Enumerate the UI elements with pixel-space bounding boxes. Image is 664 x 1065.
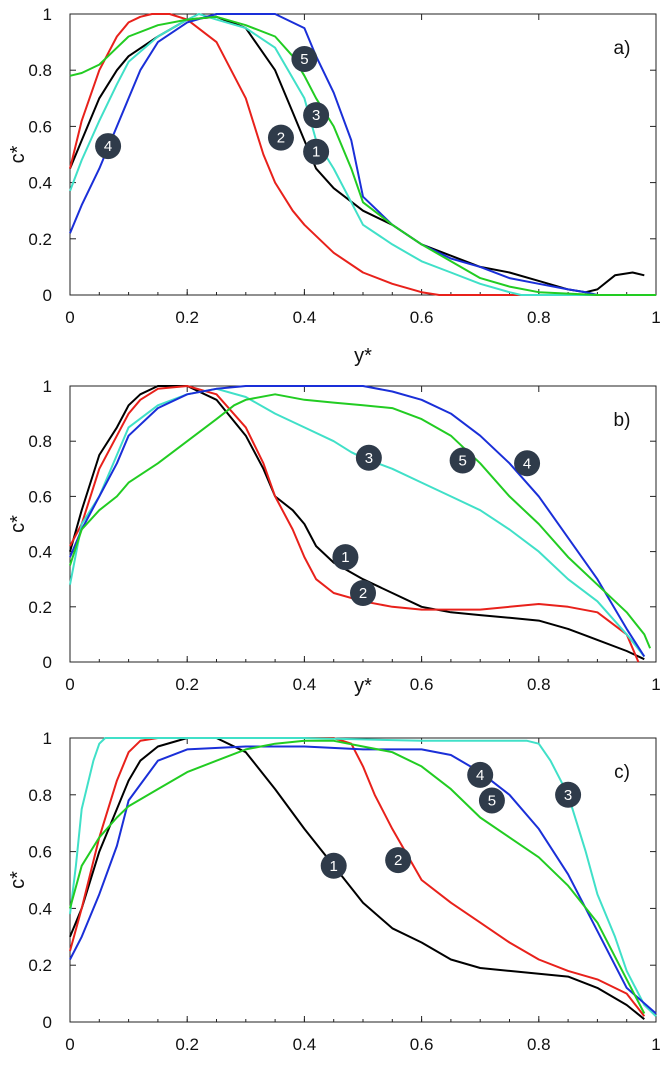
panel-b: 0 0.2 0.4 0.6 0.8 1 0 0.2 0.4 0.6 0.8 1 y* c* b) 1 2 3 4 5 — [7, 377, 661, 697]
x-tick-label: 1 — [651, 308, 660, 327]
series-line-3 — [69, 387, 646, 658]
y-axis-label: c* — [7, 145, 29, 163]
y-tick-label: 0.4 — [28, 543, 52, 562]
series-marker-label: 5 — [488, 792, 496, 809]
series-marker-label: 1 — [341, 549, 349, 566]
y-tick-label: 0.6 — [28, 843, 52, 862]
x-tick-label: 0 — [65, 308, 74, 327]
y-tick-label: 0.4 — [28, 899, 52, 918]
panel-label: c) — [614, 762, 630, 783]
x-tick-label: 0.2 — [175, 308, 199, 327]
x-tick-label: 0.8 — [527, 308, 551, 327]
y-tick-label: 0.8 — [28, 786, 52, 805]
y-tick-label: 0.8 — [28, 432, 52, 451]
series-marker-5 — [291, 45, 318, 72]
panel-label: b) — [614, 410, 631, 431]
series-marker-3 — [555, 781, 582, 808]
series-line-5 — [69, 15, 656, 296]
x-tick-label: 0.4 — [293, 675, 317, 694]
series-line-5 — [69, 393, 652, 649]
series-line-2 — [69, 385, 640, 663]
series-line-1 — [69, 385, 645, 661]
y-tick-label: 0 — [43, 1013, 52, 1032]
panel-c: 0 0.2 0.4 0.6 0.8 1 0 0.2 0.4 0.6 0.8 1 c* c) 1 2 3 45 — [7, 729, 661, 1054]
series-line-4 — [69, 385, 646, 658]
series-marker-label: 3 — [564, 787, 572, 804]
series-marker-label: 5 — [300, 51, 308, 68]
x-tick-label: 0 — [65, 675, 74, 694]
x-tick-label: 0.8 — [527, 675, 551, 694]
series-line-2 — [69, 13, 539, 296]
series-line-1 — [69, 15, 645, 294]
plot-frame-a — [69, 13, 657, 296]
x-tick-label: 0.6 — [410, 308, 434, 327]
plot-frame-c — [69, 737, 657, 1023]
series-marker-label: 5 — [458, 453, 466, 470]
y-tick-label: 0 — [43, 286, 52, 305]
series-line-3 — [69, 13, 656, 296]
y-tick-label: 1 — [43, 729, 52, 748]
series-marker-label: 4 — [523, 455, 531, 472]
y-tick-label: 1 — [43, 377, 52, 396]
series-marker-2 — [267, 124, 294, 151]
series-line-5 — [69, 739, 646, 1014]
x-tick-label: 0.4 — [293, 1035, 317, 1054]
y-tick-label: 0.6 — [28, 117, 52, 136]
series-marker-label: 2 — [359, 585, 367, 602]
series-marker-5 — [478, 787, 505, 814]
panel-label: a) — [614, 38, 631, 59]
series-marker-label: 1 — [330, 858, 338, 875]
x-tick-label: 1 — [651, 675, 660, 694]
series-marker-3 — [303, 102, 330, 129]
series-marker-4 — [95, 133, 122, 160]
y-tick-label: 0.2 — [28, 598, 52, 617]
series-marker-label: 4 — [476, 767, 484, 784]
x-axis-label: y* — [354, 345, 372, 367]
y-axis-label: c* — [7, 515, 29, 533]
y-tick-label: 0.6 — [28, 487, 52, 506]
x-tick-label: 0.2 — [175, 675, 199, 694]
series-marker-3 — [355, 444, 382, 471]
x-tick-label: 0.4 — [293, 308, 317, 327]
x-tick-label: 0.6 — [410, 1035, 434, 1054]
series-marker-1 — [320, 852, 347, 879]
x-tick-label: 0.6 — [410, 675, 434, 694]
series-marker-5 — [449, 447, 476, 474]
y-tick-label: 0.4 — [28, 174, 52, 193]
y-tick-label: 0 — [43, 653, 52, 672]
y-tick-label: 0.2 — [28, 230, 52, 249]
series-marker-1 — [303, 138, 330, 165]
series-marker-label: 3 — [365, 450, 373, 467]
series-line-4 — [69, 13, 656, 296]
y-tick-label: 0.8 — [28, 61, 52, 80]
x-tick-label: 0.2 — [175, 1035, 199, 1054]
series-line-2 — [69, 737, 646, 1017]
series-marker-label: 1 — [312, 144, 320, 161]
series-marker-label: 2 — [277, 130, 285, 147]
y-tick-label: 1 — [43, 5, 52, 24]
plot-frame-b — [69, 385, 657, 663]
x-tick-label: 1 — [651, 1035, 660, 1054]
series-marker-label: 4 — [104, 138, 112, 155]
y-tick-label: 0.2 — [28, 956, 52, 975]
y-axis-label: c* — [7, 871, 29, 889]
series-marker-1 — [332, 544, 359, 571]
x-tick-label: 0.8 — [527, 1035, 551, 1054]
panel-a: 0 0.2 0.4 0.6 0.8 1 0 0.2 0.4 0.6 0.8 1 y* c* a) 1 2 3 4 5 — [7, 5, 661, 367]
series-marker-label: 3 — [312, 107, 320, 124]
series-marker-4 — [514, 450, 541, 477]
series-marker-2 — [350, 580, 376, 606]
series-line-1 — [69, 737, 645, 1020]
x-axis-label: y* — [354, 675, 372, 697]
series-marker-2 — [385, 847, 412, 874]
series-marker-4 — [467, 761, 494, 788]
series-marker-label: 2 — [394, 852, 402, 869]
series-line-3 — [69, 737, 657, 1018]
x-tick-label: 0 — [65, 1035, 74, 1054]
